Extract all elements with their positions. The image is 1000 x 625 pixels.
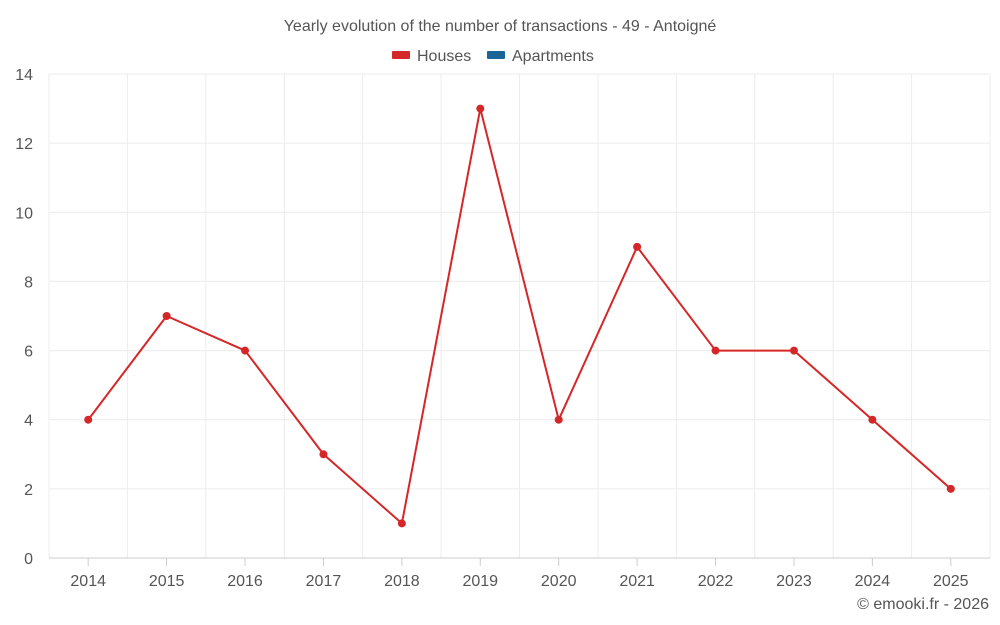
series-line-houses: [87, 107, 952, 525]
data-point-houses[interactable]: [711, 346, 720, 355]
grid: [48, 73, 991, 558]
x-tick-label: 2024: [855, 573, 891, 590]
legend-label-houses: Houses: [417, 48, 471, 65]
data-point-houses[interactable]: [397, 519, 406, 528]
x-tick-label: 2016: [227, 573, 263, 590]
data-point-houses[interactable]: [319, 450, 328, 459]
x-tick-label: 2022: [698, 573, 734, 590]
data-point-houses[interactable]: [789, 346, 798, 355]
x-tick-label: 2015: [149, 573, 185, 590]
axes: 0 2 4 6 8 10 12 14 2014 2015 2016 2017 2018 2019 2020 2…: [15, 67, 990, 590]
data-point-houses[interactable]: [868, 415, 877, 424]
y-tick-label: 2: [24, 482, 33, 499]
x-tick-label: 2019: [462, 573, 498, 590]
x-tick-label: 2023: [776, 573, 812, 590]
y-tick-label: 6: [24, 344, 33, 361]
data-point-houses[interactable]: [84, 415, 93, 424]
y-tick-label: 10: [15, 205, 33, 222]
data-point-houses[interactable]: [633, 242, 642, 251]
credit-text: © emooki.fr - 2026: [857, 596, 989, 613]
data-point-houses[interactable]: [476, 104, 485, 113]
legend-swatch-houses: [392, 51, 410, 59]
legend-item-apartments[interactable]: Apartments: [487, 48, 594, 65]
data-point-houses[interactable]: [241, 346, 250, 355]
data-point-houses[interactable]: [162, 312, 171, 320]
y-tick-label: 4: [24, 413, 33, 430]
x-tick-label: 2017: [306, 573, 342, 590]
x-tick-label: 2018: [384, 573, 420, 590]
y-tick-label: 12: [15, 136, 33, 153]
legend-label-apartments: Apartments: [512, 48, 594, 65]
series-houses: [84, 104, 955, 528]
legend-item-houses[interactable]: Houses: [392, 48, 471, 65]
y-tick-label: 0: [24, 551, 33, 568]
data-point-houses[interactable]: [946, 484, 955, 493]
x-tick-label: 2025: [933, 573, 969, 590]
legend-swatch-apartments: [487, 51, 505, 59]
x-tick-label: 2020: [541, 573, 577, 590]
x-tick-label: 2014: [70, 573, 106, 590]
legend: Houses Apartments: [392, 48, 594, 65]
data-point-houses[interactable]: [554, 415, 563, 424]
chart-title: Yearly evolution of the number of transa…: [284, 18, 717, 35]
y-tick-label: 14: [15, 67, 33, 84]
y-tick-label: 8: [24, 274, 33, 291]
x-tick-label: 2021: [619, 573, 655, 590]
